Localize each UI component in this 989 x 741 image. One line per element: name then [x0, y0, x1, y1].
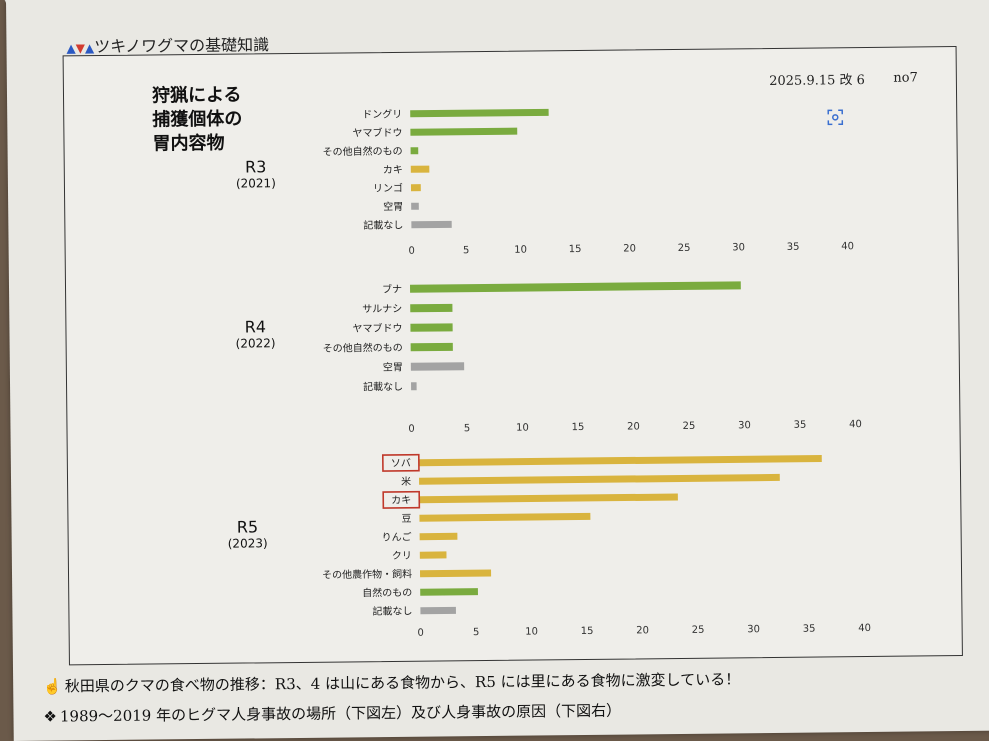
x-tick-label: 5	[463, 245, 469, 256]
x-tick-label: 25	[692, 625, 705, 636]
bar	[419, 512, 591, 522]
category-label: ドングリ	[362, 107, 402, 120]
x-tick-label: 35	[787, 242, 800, 253]
bar	[420, 588, 478, 596]
bar	[419, 473, 780, 485]
x-tick-label: 15	[581, 626, 594, 637]
bar	[410, 342, 453, 352]
highlight-box	[382, 490, 421, 509]
x-tick-label: 0	[408, 424, 414, 435]
category-label: 空胃	[383, 360, 403, 373]
x-tick-label: 40	[858, 623, 871, 634]
category-label: 米	[401, 475, 411, 488]
diamond-bullet-icon: ❖	[43, 707, 58, 726]
x-tick-label: 0	[417, 628, 423, 639]
x-tick-label: 35	[803, 624, 816, 635]
x-tick-label: 5	[464, 423, 470, 434]
category-label: その他農作物・飼料	[322, 567, 412, 581]
category-label: カキ	[391, 494, 411, 506]
bar	[410, 362, 465, 371]
x-tick-label: 25	[678, 243, 691, 254]
x-tick-label: 10	[516, 423, 529, 434]
category-label: その他自然のもの	[323, 144, 403, 158]
pointing-hand-icon: ☝	[43, 677, 62, 696]
x-tick-label: 40	[849, 419, 862, 430]
category-label: 記載なし	[363, 218, 403, 231]
x-tick-label: 20	[623, 243, 636, 254]
x-tick-label: 15	[572, 422, 585, 433]
category-label: 空胃	[383, 200, 403, 213]
bar	[419, 493, 678, 504]
bar	[419, 532, 458, 541]
category-label: クリ	[392, 550, 412, 562]
bar	[410, 303, 453, 313]
category-label: りんご	[382, 530, 412, 543]
category-label: その他自然のもの	[323, 341, 403, 355]
x-tick-label: 10	[514, 245, 527, 256]
category-label: ヤマブドウ	[352, 126, 402, 140]
x-tick-label: 10	[525, 626, 538, 637]
bar	[419, 551, 447, 559]
category-label: ソバ	[391, 457, 411, 469]
category-label: ブナ	[382, 282, 402, 295]
category-label: 記載なし	[363, 380, 403, 393]
x-tick-label: 15	[569, 244, 582, 255]
category-label: サルナシ	[362, 303, 402, 315]
x-tick-label: 40	[841, 241, 854, 252]
bar	[420, 606, 456, 615]
x-tick-label: 30	[732, 242, 745, 253]
bar	[410, 147, 419, 155]
bar	[410, 281, 741, 293]
x-tick-label: 30	[747, 624, 760, 635]
highlight-box	[381, 453, 420, 472]
bar	[411, 220, 452, 229]
x-tick-label: 20	[636, 625, 649, 636]
bar	[411, 202, 419, 210]
x-tick-label: 30	[738, 420, 751, 431]
x-tick-label: 35	[794, 420, 807, 431]
category-label: 豆	[401, 513, 411, 525]
category-label: ヤマブドウ	[352, 321, 402, 335]
x-tick-label: 0	[408, 246, 414, 257]
bar	[410, 165, 430, 173]
category-label: カキ	[383, 164, 403, 176]
category-label: 記載なし	[372, 604, 412, 617]
bar	[410, 184, 421, 192]
x-tick-label: 25	[683, 421, 696, 432]
x-tick-label: 5	[473, 627, 479, 638]
document-page: ▲▼▲ツキノワグマの基礎知識 2025.9.15 改 6 no7 狩猟による 捕…	[6, 0, 989, 741]
bar	[410, 127, 518, 136]
category-label: 自然のもの	[362, 586, 412, 600]
category-label: リンゴ	[373, 181, 403, 194]
bar	[410, 323, 453, 332]
x-tick-label: 20	[627, 421, 640, 432]
bar	[419, 569, 492, 578]
bar	[411, 382, 417, 391]
scan-icon[interactable]	[827, 109, 844, 126]
bar	[410, 108, 549, 118]
bar	[418, 454, 822, 467]
